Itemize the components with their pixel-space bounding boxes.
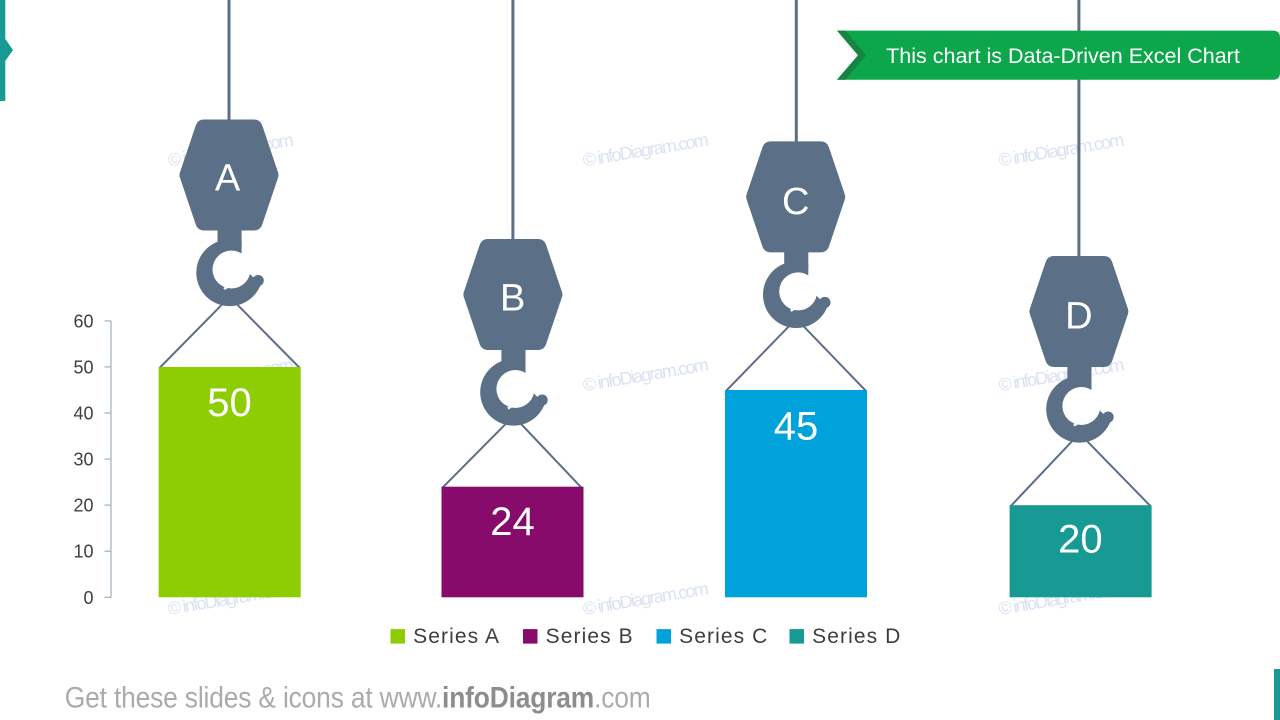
svg-text:A: A bbox=[215, 157, 241, 199]
svg-text:© infoDiagram.com: © infoDiagram.com bbox=[997, 130, 1125, 171]
svg-text:Series A: Series A bbox=[413, 625, 500, 648]
svg-text:© infoDiagram.com: © infoDiagram.com bbox=[581, 130, 709, 171]
svg-text:60: 60 bbox=[73, 311, 93, 331]
svg-text:C: C bbox=[782, 181, 809, 223]
svg-text:20: 20 bbox=[1058, 518, 1103, 562]
svg-text:20: 20 bbox=[73, 496, 93, 516]
svg-text:45: 45 bbox=[774, 405, 819, 449]
svg-text:24: 24 bbox=[490, 500, 535, 544]
svg-text:Get these slides & icons at ww: Get these slides & icons at www.infoDiag… bbox=[65, 680, 651, 714]
svg-text:© infoDiagram.com: © infoDiagram.com bbox=[581, 578, 709, 619]
svg-text:50: 50 bbox=[73, 357, 93, 377]
svg-text:0: 0 bbox=[83, 588, 93, 608]
svg-text:B: B bbox=[500, 278, 525, 320]
svg-text:10: 10 bbox=[73, 542, 93, 562]
svg-text:Series B: Series B bbox=[546, 625, 634, 648]
svg-text:Series D: Series D bbox=[812, 625, 901, 648]
svg-text:© infoDiagram.com: © infoDiagram.com bbox=[581, 355, 709, 396]
svg-text:50: 50 bbox=[207, 381, 252, 425]
svg-text:30: 30 bbox=[73, 450, 93, 470]
svg-text:D: D bbox=[1065, 296, 1092, 338]
svg-text:Series C: Series C bbox=[679, 625, 768, 648]
svg-text:40: 40 bbox=[73, 404, 93, 424]
svg-text:This chart is Data-Driven Exce: This chart is Data-Driven Excel Chart bbox=[886, 44, 1240, 68]
